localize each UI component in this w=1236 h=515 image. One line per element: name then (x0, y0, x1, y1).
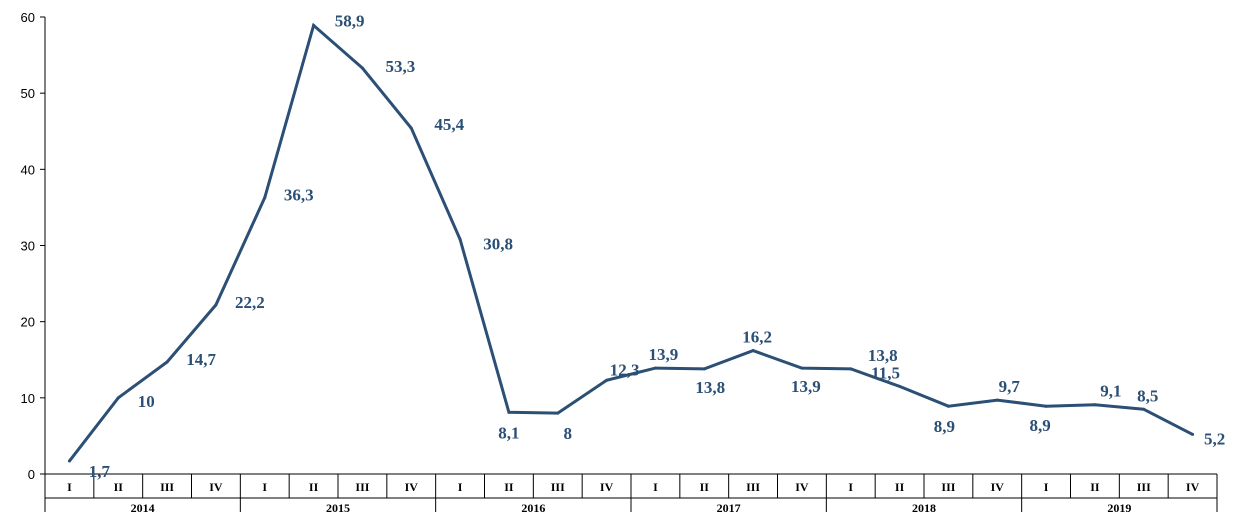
data-label: 9,1 (1100, 382, 1121, 401)
x-tick-label-quarter: II (504, 480, 514, 494)
y-tick-label: 20 (21, 315, 35, 330)
data-label: 13,8 (868, 346, 898, 365)
x-tick-label-quarter: IV (991, 480, 1005, 494)
x-tick-label-quarter: I (848, 480, 853, 494)
data-point (67, 459, 71, 463)
data-label: 13,9 (791, 377, 821, 396)
data-point (507, 410, 511, 414)
y-axis-ticks: 0 10 20 30 40 50 60 (21, 10, 45, 482)
data-label: 10 (138, 392, 155, 411)
data-label: 12,3 (610, 360, 640, 379)
data-point (116, 396, 120, 400)
data-point (946, 404, 950, 408)
data-label: 9,7 (999, 377, 1021, 396)
x-tick-label-year: 2018 (912, 501, 936, 515)
y-tick-label: 60 (21, 10, 35, 25)
data-label: 53,3 (386, 57, 416, 76)
data-point (1093, 403, 1097, 407)
data-label: 36,3 (284, 186, 314, 205)
data-label: 8,9 (934, 417, 955, 436)
data-label: 45,4 (434, 115, 464, 134)
data-point (995, 398, 999, 402)
data-point (1191, 432, 1195, 436)
data-point (1044, 404, 1048, 408)
data-label: 58,9 (335, 11, 365, 30)
data-point (556, 411, 560, 415)
data-label: 11,5 (871, 363, 900, 382)
series-line (68, 22, 1194, 463)
x-tick-label-quarter: IV (209, 480, 223, 494)
x-tick-label-quarter: III (746, 480, 760, 494)
x-tick-label-quarter: III (355, 480, 369, 494)
data-label: 13,9 (649, 345, 679, 364)
data-label: 8 (564, 424, 573, 443)
data-point (214, 303, 218, 307)
x-tick-label-quarter: II (1090, 480, 1100, 494)
data-point (849, 367, 853, 371)
x-tick-label-quarter: I (458, 480, 463, 494)
x-tick-label-quarter: II (700, 480, 710, 494)
x-tick-label-quarter: I (67, 480, 72, 494)
x-tick-label-year: 2019 (1107, 501, 1131, 515)
x-tick-label-quarter: IV (600, 480, 614, 494)
data-point (898, 384, 902, 388)
data-point (409, 126, 413, 130)
data-point (165, 360, 169, 364)
x-tick-label-year: 2017 (717, 501, 741, 515)
series (67, 22, 1195, 463)
y-tick-label: 40 (21, 162, 35, 177)
data-label: 22,2 (235, 293, 265, 312)
x-axis-ticks: I II III IV I II III IV I II III IV I II III IV I II III IV… (44, 474, 1218, 515)
data-point (263, 196, 267, 200)
data-label: 16,2 (742, 328, 772, 347)
data-label: 8,5 (1137, 386, 1158, 405)
y-tick-label: 50 (21, 86, 35, 101)
data-label: 14,7 (186, 350, 216, 369)
x-tick-label-quarter: II (114, 480, 124, 494)
data-point (751, 349, 755, 353)
data-label: 5,2 (1204, 429, 1225, 448)
data-label: 1,7 (89, 462, 111, 481)
data-point (702, 367, 706, 371)
data-label: 8,1 (498, 423, 519, 442)
x-tick-label-quarter: II (895, 480, 905, 494)
x-tick-label-quarter: IV (795, 480, 809, 494)
x-tick-label-quarter: III (160, 480, 174, 494)
data-point (458, 237, 462, 241)
y-tick-label: 10 (21, 391, 35, 406)
x-tick-label-quarter: III (551, 480, 565, 494)
data-point (1142, 407, 1146, 411)
data-point (360, 66, 364, 70)
x-tick-label-year: 2015 (326, 501, 350, 515)
x-tick-label-quarter: III (941, 480, 955, 494)
y-tick-label: 30 (21, 239, 35, 254)
data-point (312, 23, 316, 27)
data-point (653, 366, 657, 370)
x-tick-label-quarter: I (653, 480, 658, 494)
x-tick-label-quarter: IV (1186, 480, 1200, 494)
x-tick-label-quarter: IV (405, 480, 419, 494)
x-tick-label-quarter: III (1137, 480, 1151, 494)
x-tick-label-year: 2014 (131, 501, 155, 515)
x-tick-label-quarter: I (262, 480, 267, 494)
x-tick-label-quarter: I (1044, 480, 1049, 494)
data-label: 30,8 (483, 234, 513, 253)
data-point (605, 378, 609, 382)
data-label: 13,8 (695, 378, 725, 397)
y-tick-label: 0 (28, 467, 35, 482)
data-label: 8,9 (1029, 416, 1050, 435)
x-tick-label-year: 2016 (521, 501, 545, 515)
data-point (800, 366, 804, 370)
data-labels: 1,7 10 14,7 22,2 36,3 58,9 53,3 45,4 30,8 8,1 8 12,… (89, 11, 1225, 481)
x-tick-label-quarter: II (309, 480, 319, 494)
